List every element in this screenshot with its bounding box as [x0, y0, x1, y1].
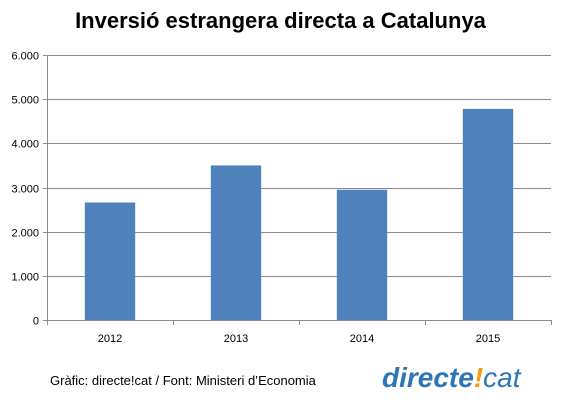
bars [84, 108, 514, 320]
y-tick-label: 6.000 [11, 51, 39, 63]
bar-2012 [84, 202, 136, 320]
x-tick-label: 2015 [476, 333, 500, 345]
logo-text-main: directe [382, 362, 474, 393]
y-tick-label: 0 [33, 316, 39, 328]
logo-text-end: cat [483, 362, 522, 393]
bar-2013 [210, 165, 262, 320]
source-credit: Gràfic: directe!cat / Font: Ministeri d’… [50, 373, 316, 388]
directe-cat-logo[interactable]: directe!cat [380, 360, 550, 394]
axes [43, 55, 552, 325]
x-tick-label: 2013 [224, 333, 248, 345]
bar-2014 [336, 189, 388, 320]
bar-2015 [462, 108, 514, 320]
x-tick-label: 2014 [350, 333, 374, 345]
y-tick-label: 2.000 [11, 228, 39, 240]
y-tick-label: 3.000 [11, 184, 39, 196]
logo-exclamation-mark: ! [474, 362, 483, 393]
chart-title: Inversió estrangera directa a Catalunya [75, 8, 486, 33]
svg-text:directe!cat: directe!cat [382, 362, 522, 393]
y-tick-label: 5.000 [11, 95, 39, 107]
y-tick-label: 4.000 [11, 139, 39, 151]
axis-labels: 0 1.000 2.000 3.000 4.000 5.000 6.000 2012 2013 2… [11, 51, 500, 346]
y-tick-label: 1.000 [11, 272, 39, 284]
x-tick-label: 2012 [98, 333, 122, 345]
